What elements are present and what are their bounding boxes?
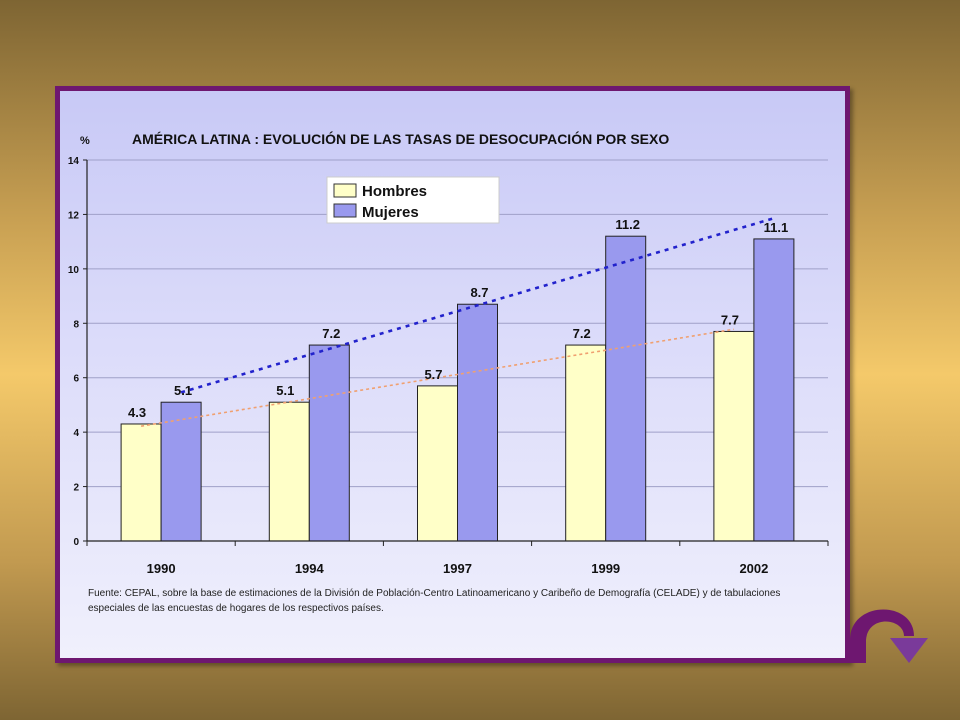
data-label: 5.7 (424, 367, 442, 382)
source-note-line-1: Fuente: CEPAL, sobre la base de estimaci… (88, 588, 780, 599)
data-label: 11.2 (615, 217, 640, 232)
y-tick-label: 10 (68, 265, 80, 276)
bar-hombres-1999 (565, 344, 607, 542)
legend: Hombres Mujeres (326, 176, 500, 224)
x-tick-label: 2002 (739, 561, 768, 576)
bars (120, 235, 795, 542)
bar-hombres-1994 (268, 401, 310, 542)
legend-swatch-mujeres (333, 203, 357, 218)
data-label: 5.1 (276, 383, 294, 398)
y-axis-label: % (80, 135, 90, 147)
bar-mujeres-1990 (160, 401, 202, 542)
y-tick-label: 14 (68, 156, 80, 167)
x-tick-label: 1999 (591, 561, 620, 576)
y-tick-label: 4 (73, 428, 79, 439)
y-tick-label: 0 (73, 537, 79, 548)
chart-title: AMÉRICA LATINA : EVOLUCIÓN DE LAS TASAS … (132, 130, 669, 147)
data-label: 7.2 (322, 326, 340, 341)
bar-mujeres-1999 (605, 235, 647, 542)
y-tick-label: 6 (73, 374, 79, 385)
legend-swatch-hombres (333, 183, 357, 198)
curved-arrow-icon[interactable] (850, 609, 928, 663)
x-tick-label: 1997 (443, 561, 472, 576)
y-tick-label: 12 (68, 210, 80, 221)
x-tick-label: 1990 (147, 561, 176, 576)
data-label: 5.1 (174, 383, 192, 398)
data-label: 11.1 (764, 220, 789, 235)
legend-label-mujeres: Mujeres (362, 204, 419, 221)
bar-mujeres-2002 (753, 238, 795, 542)
data-labels: 4.3 5.1 5.7 7.2 7.7 5.1 7.2 8.7 11.2 11.1 (128, 217, 788, 420)
bar-mujeres-1997 (457, 303, 498, 542)
legend-label-hombres: Hombres (362, 183, 427, 200)
bar-mujeres-1994 (308, 344, 350, 542)
bar-hombres-1997 (417, 385, 458, 542)
y-tick-label: 8 (73, 319, 79, 330)
axes: 0 2 4 6 8 10 12 14 1990 1994 1997 1999 2002 (68, 156, 829, 576)
data-label: 7.7 (721, 312, 739, 327)
trendline-mujeres (180, 216, 775, 394)
data-label: 8.7 (470, 285, 488, 300)
x-tick-label: 1994 (295, 561, 325, 576)
bar-hombres-2002 (713, 330, 755, 542)
trendlines (140, 216, 775, 427)
bar-hombres-1990 (120, 423, 162, 542)
data-label: 4.3 (128, 405, 146, 420)
data-label: 7.2 (573, 326, 591, 341)
trendline-hombres (140, 328, 735, 427)
y-tick-label: 2 (73, 483, 79, 494)
source-note-line-2: especiales de las encuestas de hogares d… (88, 603, 384, 614)
